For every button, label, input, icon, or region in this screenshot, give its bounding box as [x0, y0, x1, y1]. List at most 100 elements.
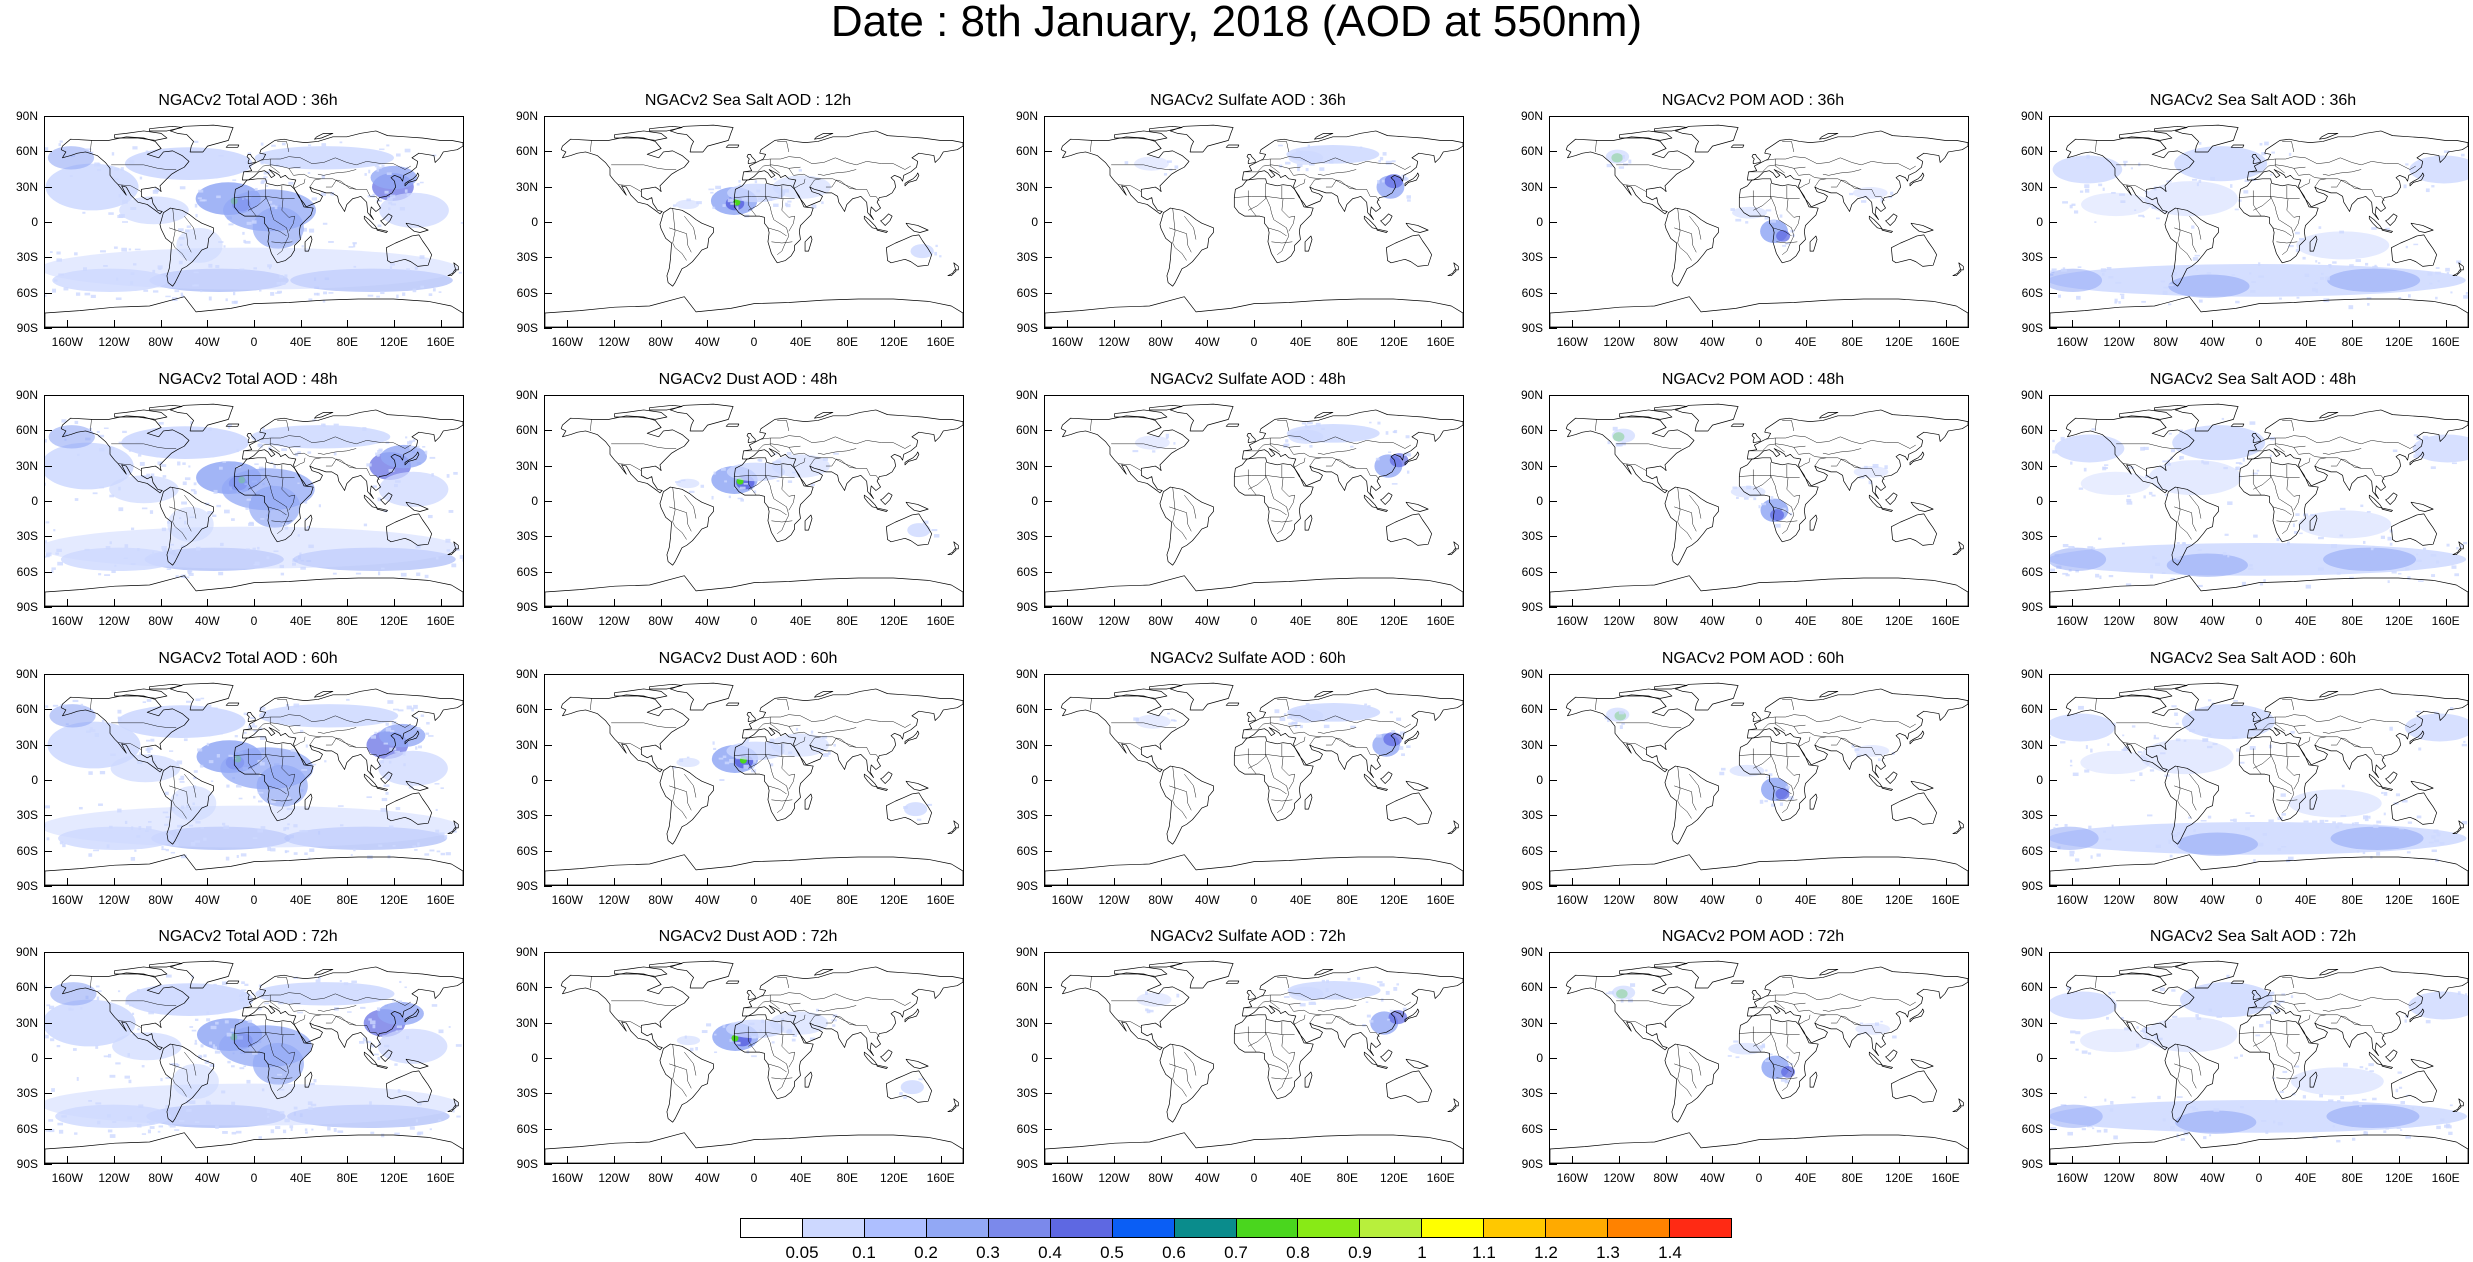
aod-speckle: [48, 1119, 53, 1121]
latitude-label: 30N: [0, 181, 38, 193]
latitude-tick: [544, 293, 552, 294]
latitude-label: 0: [1000, 774, 1038, 786]
map-frame: [544, 674, 964, 886]
aod-speckle: [723, 756, 727, 758]
aod-speckle: [2101, 268, 2106, 272]
coastline: [814, 969, 833, 975]
aod-speckle: [110, 754, 115, 756]
aod-speckle: [2199, 142, 2201, 145]
aod-patch: [50, 982, 96, 1005]
aod-speckle: [2360, 1066, 2364, 1068]
coastline: [1953, 821, 1963, 834]
coastline: [1655, 684, 1688, 689]
aod-speckle: [1780, 802, 1783, 805]
aod-speckle: [759, 459, 763, 462]
aod-speckle: [1765, 1060, 1770, 1062]
aod-speckle: [309, 229, 314, 233]
latitude-tick: [2049, 501, 2057, 502]
latitude-tick: [544, 709, 552, 710]
aod-speckle: [2279, 298, 2282, 300]
aod-speckle: [1136, 718, 1139, 721]
aod-speckle: [2312, 288, 2315, 292]
aod-speckle: [785, 203, 788, 206]
coastline: [1819, 133, 1838, 139]
aod-speckle: [438, 1119, 441, 1121]
latitude-tick: [1044, 709, 1052, 710]
coastline: [1910, 452, 1924, 465]
country-border: [1739, 196, 1799, 198]
coastline: [877, 508, 887, 511]
coastline: [1406, 1059, 1428, 1068]
country-border: [1678, 487, 1692, 540]
aod-speckle: [208, 264, 212, 268]
aod-speckle: [462, 559, 463, 562]
longitude-tick: [1666, 320, 1667, 328]
aod-speckle: [195, 1019, 198, 1021]
aod-speckle: [1300, 725, 1303, 728]
country-border: [2372, 747, 2385, 759]
aod-speckle: [425, 451, 427, 455]
aod-speckle: [54, 279, 57, 281]
latitude-label: 60N: [500, 981, 538, 993]
longitude-tick: [614, 320, 615, 328]
aod-patch: [2145, 181, 2238, 216]
latitude-label: 30N: [1000, 739, 1038, 751]
aod-speckle: [146, 150, 148, 153]
country-border: [326, 1016, 356, 1025]
aod-speckle: [61, 1115, 66, 1117]
aod-speckle: [317, 293, 320, 296]
latitude-label: 0: [1000, 1052, 1038, 1064]
aod-speckle: [2236, 462, 2241, 464]
longitude-tick: [2259, 1156, 2260, 1164]
aod-speckle: [2122, 735, 2124, 737]
country-border: [1271, 800, 1292, 801]
aod-speckle: [413, 289, 417, 293]
panel-title: NGACv2 Dust AOD : 48h: [500, 371, 996, 389]
latitude-label: 60S: [1000, 566, 1038, 578]
country-border: [1595, 976, 1596, 988]
aod-speckle: [359, 1041, 364, 1044]
aod-speckle: [374, 732, 377, 734]
longitude-tick: [1572, 599, 1573, 607]
aod-speckle: [319, 504, 321, 507]
coastline: [1953, 542, 1963, 555]
coastline: [1675, 683, 1738, 710]
aod-speckle: [2070, 760, 2072, 763]
aod-speckle: [195, 204, 197, 208]
coastline: [1747, 131, 1968, 220]
latitude-label: 0: [2005, 1052, 2043, 1064]
aod-speckle: [421, 715, 424, 717]
aod-speckle: [261, 143, 264, 146]
aod-speckle: [2201, 820, 2207, 821]
colorbar-swatch: [1360, 1219, 1422, 1237]
aod-speckle: [433, 288, 436, 291]
country-border: [684, 216, 696, 239]
country-border: [1310, 1015, 1322, 1023]
longitude-tick: [347, 320, 348, 328]
coastline: [814, 691, 833, 697]
aod-speckle: [159, 422, 164, 425]
country-border: [1248, 1027, 1256, 1053]
country-border: [1295, 737, 1305, 746]
aod-speckle: [1326, 980, 1329, 983]
aod-speckle: [165, 792, 169, 795]
aod-speckle: [2418, 748, 2421, 751]
longitude-tick: [2212, 320, 2213, 328]
aod-speckle: [364, 173, 366, 176]
coastline: [1810, 236, 1817, 251]
aod-speckle: [198, 197, 202, 199]
aod-speckle: [446, 852, 451, 855]
panel-title: NGACv2 Sea Salt AOD : 12h: [500, 92, 996, 110]
aod-patch: [2289, 789, 2382, 817]
longitude-tick: [1114, 878, 1115, 886]
aod-speckle: [356, 573, 361, 575]
aod-speckle: [2319, 226, 2322, 229]
longitude-tick: [1712, 599, 1713, 607]
longitude-tick: [1572, 1156, 1573, 1164]
latitude-label: 30N: [500, 1017, 538, 1029]
aod-speckle: [1329, 160, 1333, 163]
aod-speckle: [2234, 1057, 2238, 1059]
aod-speckle: [2232, 274, 2235, 275]
